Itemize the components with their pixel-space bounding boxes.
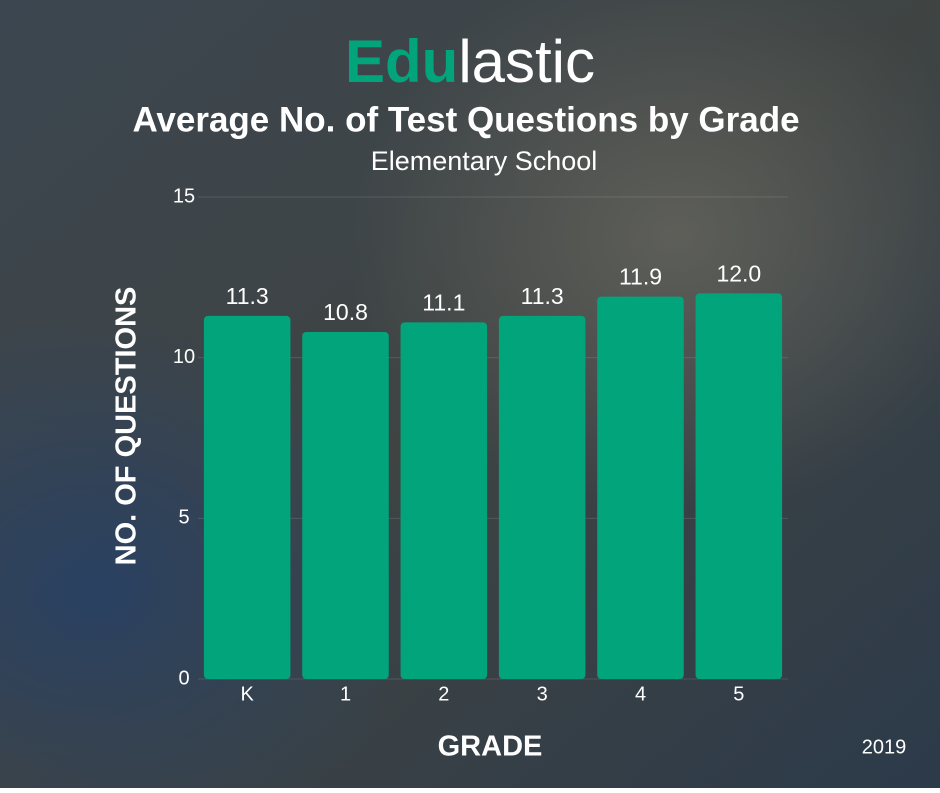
data-label: 11.3 xyxy=(226,283,269,309)
y-tick-label: 10 xyxy=(173,346,195,368)
y-axis-label: NO. OF QUESTIONS xyxy=(111,287,143,566)
y-tick-label: 0 xyxy=(178,667,189,689)
y-tick-label: 5 xyxy=(178,507,189,529)
y-tick-label: 15 xyxy=(173,185,195,207)
data-label: 11.3 xyxy=(521,283,564,309)
x-tick-label: 2 xyxy=(438,683,449,705)
x-tick-label: 5 xyxy=(733,683,744,705)
bar xyxy=(400,322,488,679)
data-label: 11.9 xyxy=(619,264,662,290)
chart-subtitle: Elementary School xyxy=(371,146,598,176)
bar xyxy=(695,293,783,679)
x-tick-label: K xyxy=(240,683,254,705)
bar xyxy=(597,296,684,679)
logo-light: lastic xyxy=(458,28,595,95)
x-tick-label: 3 xyxy=(537,683,548,705)
year-note: 2019 xyxy=(862,736,907,758)
logo: Edulastic xyxy=(345,28,595,95)
x-tick-label: 1 xyxy=(340,683,351,705)
bar xyxy=(302,331,389,679)
bar xyxy=(203,315,291,679)
data-label: 11.1 xyxy=(422,289,465,315)
x-axis-label: GRADE xyxy=(438,731,543,763)
chart-title: Average No. of Test Questions by Grade xyxy=(132,100,799,139)
data-label: 12.0 xyxy=(716,260,761,286)
logo-bold: Edu xyxy=(345,28,458,95)
x-tick-label: 4 xyxy=(635,683,646,705)
data-label: 10.8 xyxy=(323,299,368,325)
bar xyxy=(498,315,586,679)
